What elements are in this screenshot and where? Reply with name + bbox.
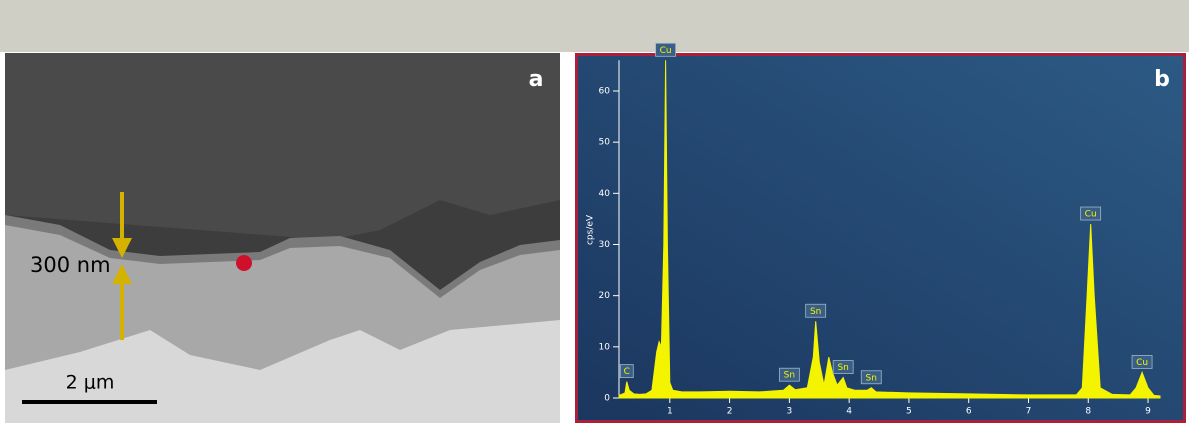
x-tick-label: 9 (1145, 407, 1151, 417)
x-tick-label: 1 (667, 407, 673, 417)
scale-label: 2 μm (66, 372, 115, 394)
y-axis-title: cps/eV (586, 214, 596, 245)
thickness-label: 300 nm (30, 253, 111, 277)
peak-label: Cu (1085, 210, 1097, 220)
figure: 2 μm 300 nm a b cps/eV 1 2 3 4 5 6 7 8 9 0 10 20 30 4… (0, 0, 1189, 423)
y-tick-label: 10 (599, 342, 611, 352)
banner (0, 0, 1189, 52)
x-tick-label: 4 (846, 407, 852, 417)
x-tick-label: 2 (727, 407, 733, 417)
panel-label: a (529, 67, 544, 92)
eds-point (236, 255, 252, 271)
peak-label: Sn (784, 371, 795, 381)
x-tick-label: 5 (906, 407, 912, 417)
y-tick-label: 40 (599, 189, 611, 199)
x-tick-label: 3 (787, 407, 793, 417)
x-tick-label: 8 (1085, 407, 1091, 417)
peak-label: Sn (837, 363, 848, 373)
y-tick-label: 60 (599, 87, 611, 97)
y-tick-label: 30 (599, 240, 611, 250)
peak-label: Cu (1136, 358, 1148, 368)
y-tick-label: 20 (599, 291, 611, 301)
peak-label: Sn (866, 373, 877, 383)
panel-a: 2 μm 300 nm a (5, 53, 560, 423)
x-tick-label: 7 (1026, 407, 1032, 417)
peak-label: Sn (810, 307, 821, 317)
peak-label: Cu (660, 46, 672, 56)
peak-label: C (624, 367, 630, 377)
x-tick-label: 6 (966, 407, 972, 417)
y-tick-label: 50 (599, 138, 611, 148)
y-tick-label: 0 (604, 394, 610, 404)
panel-label: b (1154, 67, 1170, 92)
